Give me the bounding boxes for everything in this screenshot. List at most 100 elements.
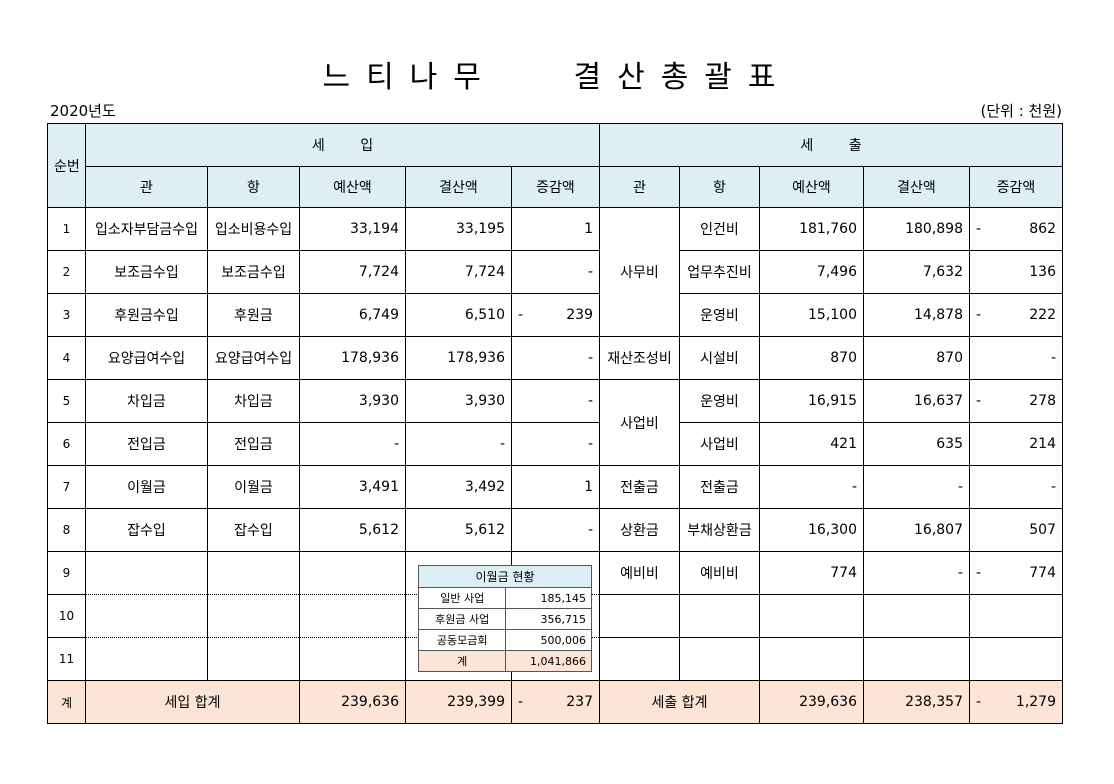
- expense-diff: -: [969, 336, 1063, 380]
- empty-cell: [299, 594, 406, 638]
- diff-value: 239: [566, 307, 593, 323]
- header-income-settled: 결산액: [405, 166, 512, 208]
- expense-hang: 운영비: [679, 293, 760, 337]
- expense-hang: 인건비: [679, 207, 760, 251]
- carryover-box: 이월금 현황 일반 사업 185,145 후원금 사업 356,715 공동모금…: [417, 565, 592, 672]
- income-settled: 6,510: [405, 293, 512, 337]
- expense-hang: 시설비: [679, 336, 760, 380]
- row-seq: 2: [47, 250, 86, 294]
- expense-budget: 774: [759, 551, 864, 595]
- income-budget: 6,749: [299, 293, 406, 337]
- header-expense-gwan: 관: [599, 166, 680, 208]
- income-settled: -: [405, 422, 512, 466]
- expense-diff: -: [969, 465, 1063, 509]
- table-row: 7 이월금 이월금 3,491 3,492 1 전출금 전출금 - - -: [47, 465, 1063, 509]
- expense-settled: 16,637: [863, 379, 970, 423]
- income-gwan: 보조금수입: [85, 250, 208, 294]
- expense-settled: 7,632: [863, 250, 970, 294]
- expense-budget: 16,300: [759, 508, 864, 552]
- income-hang: 요양급여수입: [207, 336, 300, 380]
- diff-value: -: [587, 522, 593, 538]
- expense-diff: - 222: [969, 293, 1063, 337]
- row-seq: 1: [47, 207, 86, 251]
- empty-cell: [599, 594, 680, 638]
- carryover-total-value: 1,041,866: [505, 650, 592, 672]
- list-item: 공동모금회 500,006: [417, 629, 592, 651]
- income-hang: 후원금: [207, 293, 300, 337]
- header-income: 세 입: [85, 123, 600, 167]
- income-hang: 차입금: [207, 379, 300, 423]
- diff-value: 1: [584, 479, 593, 495]
- empty-cell: [863, 594, 970, 638]
- income-hang: 잡수입: [207, 508, 300, 552]
- page-title: 느티나무 결산총괄표: [322, 60, 792, 95]
- expense-settled: 635: [863, 422, 970, 466]
- expense-hang: 부채상환금: [679, 508, 760, 552]
- expense-diff: 136: [969, 250, 1063, 294]
- expense-budget: 870: [759, 336, 864, 380]
- header-expense-hang: 항: [679, 166, 760, 208]
- income-settled: 33,195: [405, 207, 512, 251]
- expense-hang: 전출금: [679, 465, 760, 509]
- empty-cell: [85, 637, 208, 681]
- header-expense-settled: 결산액: [863, 166, 970, 208]
- fiscal-year: 2020년도: [50, 102, 116, 120]
- diff-value: 237: [566, 694, 593, 710]
- income-gwan: 잡수입: [85, 508, 208, 552]
- income-settled: 3,930: [405, 379, 512, 423]
- row-seq: 11: [47, 637, 86, 681]
- income-total-label: 세입 합계: [85, 680, 300, 724]
- income-diff: -: [511, 379, 600, 423]
- income-budget: 5,612: [299, 508, 406, 552]
- totals-row: 계 세입 합계 239,636 239,399 - 237 세출 합계 239,6…: [47, 680, 1063, 724]
- expense-budget: 181,760: [759, 207, 864, 251]
- empty-cell: [299, 551, 406, 595]
- diff-value: -: [587, 350, 593, 366]
- income-budget: 178,936: [299, 336, 406, 380]
- income-budget: 3,930: [299, 379, 406, 423]
- header-seq: 순번: [47, 123, 86, 208]
- row-seq: 9: [47, 551, 86, 595]
- income-budget: 33,194: [299, 207, 406, 251]
- income-gwan: 이월금: [85, 465, 208, 509]
- diff-value: 507: [1029, 522, 1056, 538]
- income-settled: 3,492: [405, 465, 512, 509]
- carryover-value: 500,006: [505, 629, 592, 651]
- empty-cell: [969, 637, 1063, 681]
- income-gwan: 전입금: [85, 422, 208, 466]
- income-diff: 1: [511, 465, 600, 509]
- expense-settled: -: [863, 551, 970, 595]
- expense-budget: 7,496: [759, 250, 864, 294]
- expense-gwan-saeop: 사업비: [599, 379, 680, 466]
- income-total-settled: 239,399: [405, 680, 512, 724]
- empty-cell: [85, 594, 208, 638]
- diff-value: -: [1050, 479, 1056, 495]
- income-budget: 3,491: [299, 465, 406, 509]
- row-seq: 6: [47, 422, 86, 466]
- income-total-budget: 239,636: [299, 680, 406, 724]
- carryover-label: 일반 사업: [417, 587, 507, 609]
- expense-gwan-yebi: 예비비: [599, 551, 680, 595]
- empty-cell: [863, 637, 970, 681]
- carryover-value: 356,715: [505, 608, 592, 630]
- carryover-label: 공동모금회: [417, 629, 507, 651]
- total-seq: 계: [47, 680, 86, 724]
- empty-cell: [679, 637, 760, 681]
- diff-value: 136: [1029, 264, 1056, 280]
- expense-settled: 870: [863, 336, 970, 380]
- minus-sign: -: [518, 307, 524, 323]
- expense-total-label: 세출 합계: [599, 680, 760, 724]
- income-gwan: 차입금: [85, 379, 208, 423]
- carryover-total-label: 계: [417, 650, 507, 672]
- expense-hang: 예비비: [679, 551, 760, 595]
- expense-total-settled: 238,357: [863, 680, 970, 724]
- minus-sign: -: [976, 565, 982, 581]
- diff-value: 1: [584, 221, 593, 237]
- table-row: 6 전입금 전입금 - - - 사업비 421 635 214: [47, 422, 1063, 466]
- diff-value: 278: [1029, 393, 1056, 409]
- expense-settled: -: [863, 465, 970, 509]
- unit-label: (단위 : 천원): [980, 102, 1063, 120]
- expense-hang: 사업비: [679, 422, 760, 466]
- income-gwan: 요양급여수입: [85, 336, 208, 380]
- expense-gwan-sanghwan: 상환금: [599, 508, 680, 552]
